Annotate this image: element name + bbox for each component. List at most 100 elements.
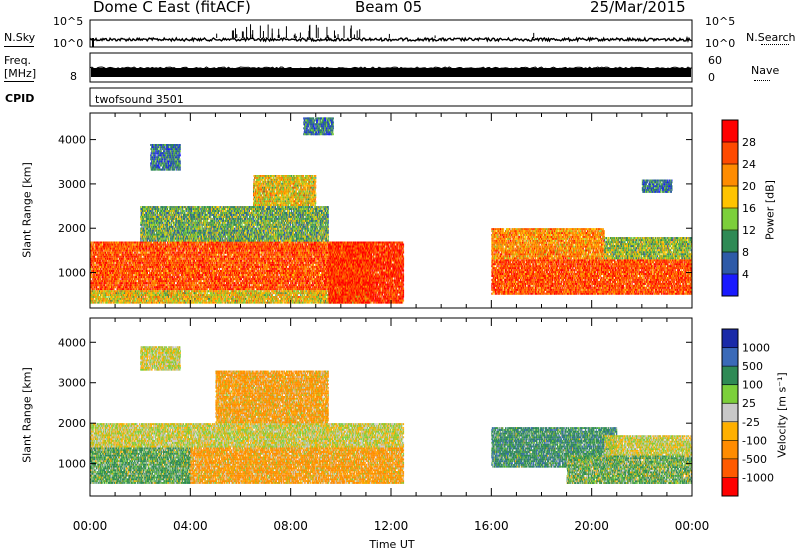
echo-cell (92, 266, 93, 268)
echo-cell (92, 282, 93, 284)
echo-cell (91, 274, 92, 276)
echo-cell (98, 254, 99, 256)
echo-cell (96, 270, 97, 272)
echo-cell (93, 254, 94, 256)
echo-cell (102, 250, 103, 252)
echo-cell (101, 258, 102, 260)
echo-cell (91, 242, 92, 244)
echo-cell (91, 288, 92, 290)
echo-cell (93, 244, 94, 246)
echo-cell (103, 284, 104, 286)
echo-cell (91, 248, 92, 250)
echo-cell (91, 258, 92, 260)
freq-series-band (91, 68, 691, 77)
echo-cell (100, 260, 101, 262)
echo-cell (91, 244, 92, 246)
cpid-panel-frame (90, 88, 692, 106)
echo-cell (101, 244, 102, 246)
echo-cell (102, 274, 103, 276)
echo-cell (91, 254, 92, 256)
echo-cell (96, 250, 97, 252)
echo-cell (91, 268, 92, 270)
echo-cell (98, 276, 99, 278)
echo-cell (100, 276, 101, 278)
echo-cell (91, 260, 92, 262)
echo-cell (98, 270, 99, 272)
echo-cell (95, 270, 96, 272)
echo-cell (91, 250, 92, 252)
echo-cell (100, 242, 101, 244)
echo-cell (102, 286, 103, 288)
nsky-panel-frame (90, 20, 692, 47)
echo-cell (92, 246, 93, 248)
echo-cell (100, 278, 101, 280)
echo-cell (98, 258, 99, 260)
echo-cell (95, 264, 96, 266)
echo-cell (96, 264, 97, 266)
echo-cell (92, 258, 93, 260)
echo-cell (94, 262, 95, 264)
echo-cell (93, 248, 94, 250)
echo-cell (94, 266, 95, 268)
echo-cell (96, 246, 97, 248)
echo-cell (91, 280, 92, 282)
echo-cell (103, 264, 104, 266)
echo-cell (97, 274, 98, 276)
echo-cell (98, 242, 99, 244)
echo-cell (99, 266, 100, 268)
echo-cell (96, 276, 97, 278)
echo-cell (97, 272, 98, 274)
echo-cell (99, 256, 100, 258)
echo-cell (91, 276, 92, 278)
echo-cell (91, 266, 92, 268)
echo-cell (99, 262, 100, 264)
echo-cell (96, 286, 97, 288)
power-echo-cells (90, 117, 693, 303)
echo-cell (93, 278, 94, 280)
echo-cell (101, 288, 102, 290)
echo-cell (95, 278, 96, 280)
echo-cell (92, 286, 93, 288)
echo-cell (101, 286, 102, 288)
echo-cell (100, 270, 101, 272)
echo-cell (101, 282, 102, 284)
echo-cell (95, 242, 96, 244)
echo-cell (101, 268, 102, 270)
echo-cell (99, 288, 100, 290)
echo-cell (93, 246, 94, 248)
echo-cell (98, 256, 99, 258)
echo-cell (100, 286, 101, 288)
echo-cell (98, 264, 99, 266)
echo-cell (96, 252, 97, 254)
echo-cell (96, 268, 97, 270)
echo-cell (96, 266, 97, 268)
echo-cell (101, 242, 102, 244)
echo-cell (96, 280, 97, 282)
echo-cell (101, 244, 102, 246)
echo-cell (91, 262, 92, 264)
echo-cell (100, 282, 101, 284)
echo-cell (96, 254, 97, 256)
echo-cell (95, 268, 96, 270)
echo-cell (94, 282, 95, 284)
echo-cell (100, 272, 101, 274)
echo-cell (102, 270, 103, 272)
echo-cell (101, 260, 102, 262)
echo-cell (94, 252, 95, 254)
echo-cell (95, 244, 96, 246)
echo-cell (97, 250, 98, 252)
echo-cell (102, 256, 103, 258)
echo-cell (94, 288, 95, 290)
echo-cell (100, 266, 101, 268)
echo-cell (99, 278, 100, 280)
echo-cell (94, 274, 95, 276)
echo-cell (103, 280, 104, 282)
radar-plot-canvas: 1000200030004000100020003000400000:00 04:… (0, 0, 800, 554)
echo-cell (103, 276, 104, 278)
echo-cell (98, 252, 99, 254)
echo-cell (102, 266, 103, 268)
echo-cell (98, 268, 99, 270)
echo-cell (101, 288, 102, 290)
nsky-series-line (90, 38, 692, 41)
echo-cell (97, 248, 98, 250)
